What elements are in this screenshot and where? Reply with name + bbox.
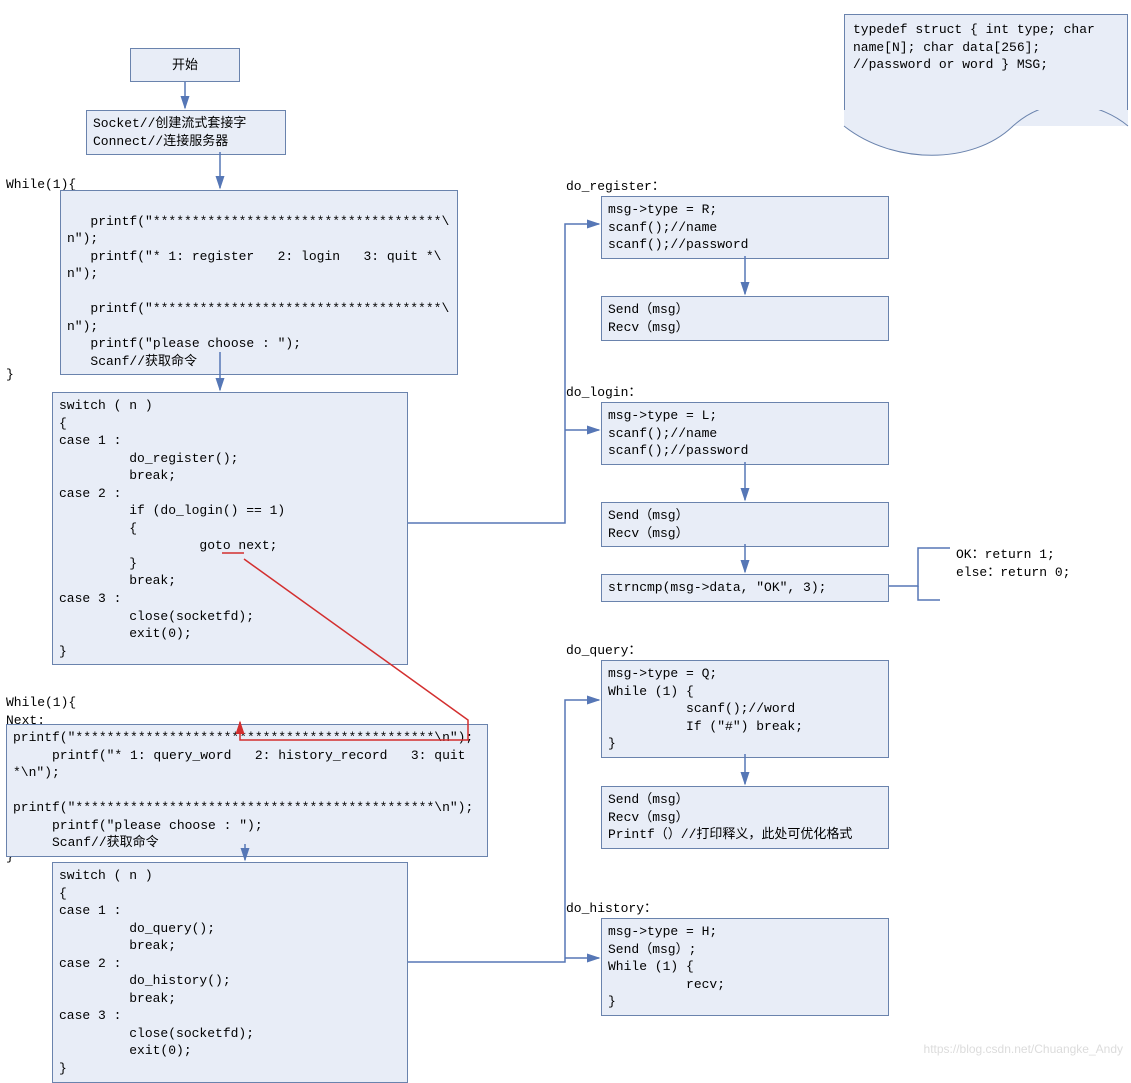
do-login-label: do_login： xyxy=(566,384,641,402)
menu2-box: printf("********************************… xyxy=(6,724,488,857)
do-history-label: do_history： xyxy=(566,900,657,918)
typedef-box: typedef struct { int type; char name[N];… xyxy=(844,14,1128,126)
watermark: https://blog.csdn.net/Chuangke_Andy xyxy=(924,1041,1123,1057)
brace1-close: } xyxy=(6,366,14,384)
reg2-box: Send（msg） Recv（msg） xyxy=(601,296,889,341)
query2-box: Send（msg） Recv（msg） Printf（）//打印释义，此处可优化… xyxy=(601,786,889,849)
login-note: OK：return 1; else：return 0; xyxy=(956,546,1070,581)
login3-box: strncmp(msg->data, "OK", 3); xyxy=(601,574,889,602)
menu1-box: printf("********************************… xyxy=(60,190,458,375)
switch1-box: switch ( n ) { case 1 : do_register(); b… xyxy=(52,392,408,665)
history1-box: msg->type = H; Send（msg）; While (1) { re… xyxy=(601,918,889,1016)
do-query-label: do_query： xyxy=(566,642,641,660)
reg1-box: msg->type = R; scanf();//name scanf();//… xyxy=(601,196,889,259)
login2-box: Send（msg） Recv（msg） xyxy=(601,502,889,547)
do-register-label: do_register： xyxy=(566,178,665,196)
login1-box: msg->type = L; scanf();//name scanf();//… xyxy=(601,402,889,465)
socket-box: Socket//创建流式套接字 Connect//连接服务器 xyxy=(86,110,286,155)
query1-box: msg->type = Q; While (1) { scanf();//wor… xyxy=(601,660,889,758)
start-box: 开始 xyxy=(130,48,240,82)
switch2-box: switch ( n ) { case 1 : do_query(); brea… xyxy=(52,862,408,1083)
